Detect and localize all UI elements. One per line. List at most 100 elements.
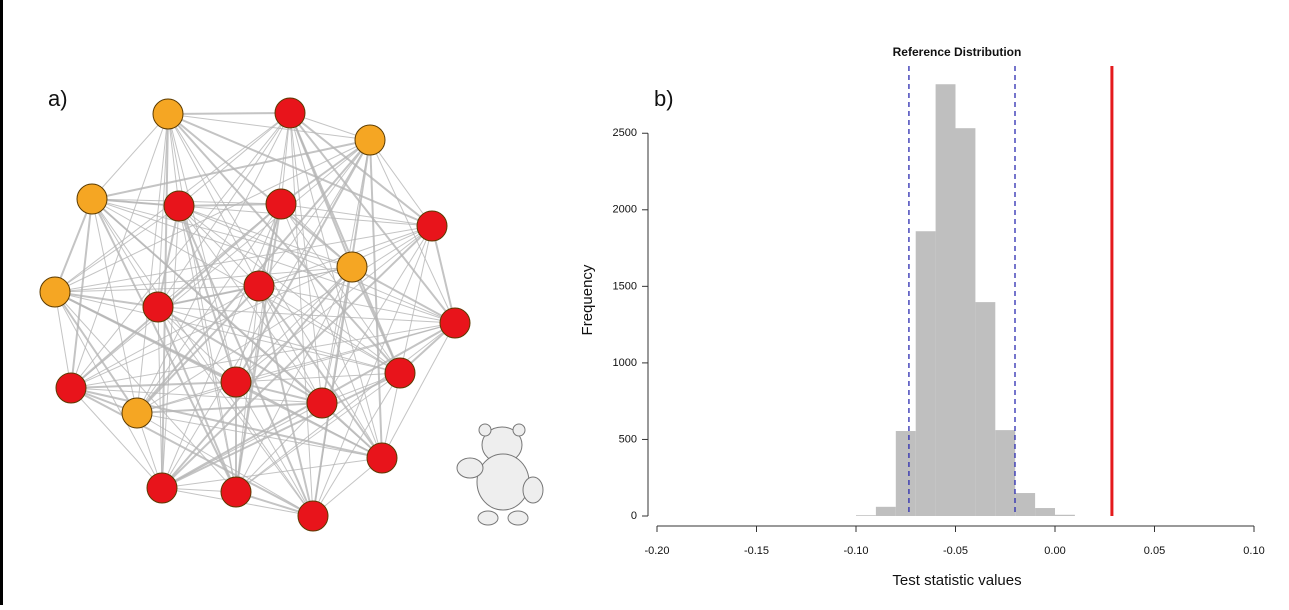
edge	[136, 402, 323, 414]
edge	[70, 112, 291, 389]
edge	[312, 372, 401, 517]
edge	[258, 285, 456, 324]
edge	[91, 113, 169, 200]
node	[416, 210, 448, 242]
y-axis-label: Frequency	[579, 264, 596, 335]
edge	[70, 285, 260, 389]
edge	[157, 306, 401, 374]
edge	[91, 198, 353, 268]
node	[274, 97, 306, 129]
chart-title: Reference Distribution	[893, 45, 1022, 59]
edge	[167, 112, 291, 115]
bar	[856, 515, 876, 516]
node	[39, 276, 71, 308]
panel-label: b)	[654, 86, 674, 111]
panel-label: a)	[48, 86, 68, 111]
edge	[178, 203, 282, 207]
edge	[136, 285, 260, 414]
x-tick-label: 0.05	[1144, 545, 1165, 557]
x-tick-label: -0.15	[744, 545, 769, 557]
bar	[1055, 514, 1075, 516]
node	[265, 188, 297, 220]
node	[297, 500, 329, 532]
edge	[54, 205, 180, 293]
y-tick-label: 2500	[613, 127, 637, 139]
edge	[54, 291, 72, 389]
edge	[312, 225, 433, 517]
edge	[235, 225, 433, 383]
bar	[875, 506, 896, 516]
edge	[235, 322, 456, 493]
edge	[289, 112, 383, 459]
left-border	[0, 0, 3, 605]
edge	[70, 113, 169, 389]
edge	[258, 285, 383, 459]
edge	[157, 285, 260, 308]
edge	[235, 372, 401, 493]
edge	[167, 113, 383, 459]
edge	[70, 387, 163, 489]
edge	[136, 225, 433, 414]
edge	[54, 291, 383, 459]
edge	[289, 112, 456, 324]
edge	[157, 306, 323, 404]
y-tick-label: 1000	[613, 357, 637, 369]
node	[306, 387, 338, 419]
x-tick-label: 0.10	[1243, 545, 1264, 557]
edge	[157, 306, 237, 493]
bar	[1015, 493, 1036, 516]
edge	[178, 205, 314, 517]
node	[384, 357, 416, 389]
node	[76, 183, 108, 215]
node	[366, 442, 398, 474]
edge	[54, 291, 159, 308]
node	[142, 291, 174, 323]
edge	[280, 203, 353, 268]
edge	[235, 139, 371, 383]
edge	[70, 387, 323, 404]
edge	[70, 198, 93, 389]
edge	[369, 139, 433, 227]
edge	[157, 112, 291, 308]
node	[163, 190, 195, 222]
edge	[369, 139, 383, 459]
edge	[161, 402, 323, 489]
x-tick-label: -0.05	[943, 545, 968, 557]
edge	[70, 381, 237, 389]
edge	[70, 387, 314, 517]
edge	[161, 203, 282, 489]
edge	[91, 139, 371, 200]
x-tick-label: -0.20	[644, 545, 669, 557]
edge	[70, 203, 282, 389]
edge	[157, 306, 163, 489]
edge	[369, 139, 456, 324]
edge	[91, 198, 456, 324]
edge	[54, 285, 260, 293]
node	[121, 397, 153, 429]
y-tick-label: 500	[619, 433, 637, 445]
node	[243, 270, 275, 302]
y-tick-label: 0	[631, 510, 637, 522]
edge	[161, 205, 180, 489]
node	[220, 366, 252, 398]
edge	[70, 322, 456, 389]
bear-sketch	[456, 423, 544, 526]
edge	[136, 113, 169, 414]
edge	[381, 322, 456, 459]
edge	[167, 113, 433, 227]
edge	[235, 381, 383, 459]
edge	[381, 225, 433, 459]
x-tick-label: 0.00	[1044, 545, 1065, 557]
edge	[258, 285, 401, 374]
edge	[178, 205, 323, 404]
bar	[915, 231, 936, 516]
edge	[235, 203, 282, 493]
edge	[280, 203, 401, 374]
node	[336, 251, 368, 283]
edge	[157, 306, 237, 383]
edge	[157, 113, 169, 308]
edge	[70, 225, 433, 389]
edge	[54, 291, 138, 414]
edge	[178, 205, 456, 324]
edge	[280, 139, 371, 205]
